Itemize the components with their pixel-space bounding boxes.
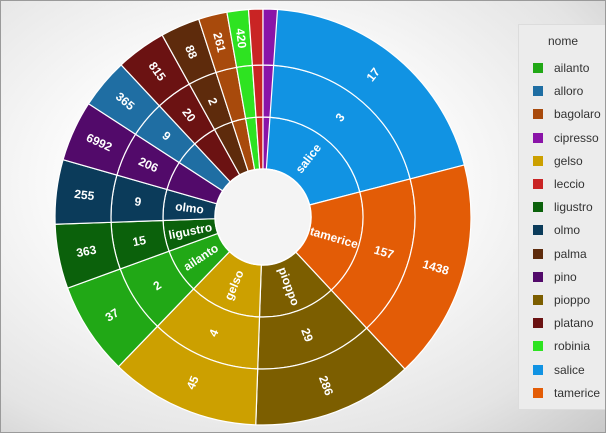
legend-swatch: [533, 179, 543, 189]
legend-item-gelso[interactable]: gelso: [527, 153, 605, 169]
legend-item-leccio[interactable]: leccio: [527, 176, 605, 192]
legend-item-robinia[interactable]: robinia: [527, 338, 605, 354]
label-outer-palma: 88: [182, 43, 200, 61]
legend-swatch: [533, 387, 543, 398]
legend-item-olmo[interactable]: olmo: [527, 222, 605, 238]
legend-swatch: [533, 63, 543, 73]
label-outer-gelso: 45: [184, 374, 202, 392]
label-middle-pioppo: 29: [298, 326, 316, 344]
legend-swatch: [533, 225, 543, 236]
label-outer-bagolaro: 261: [210, 31, 229, 54]
legend-item-cipresso[interactable]: cipresso: [527, 130, 605, 146]
legend-item-pioppo[interactable]: pioppo: [527, 292, 605, 308]
label-outer-ligustro: 363: [75, 243, 98, 261]
segment-outer-cipresso[interactable]: [262, 8, 279, 67]
legend-swatch: [533, 364, 543, 375]
legend-item-tamerice[interactable]: tamerice: [527, 385, 605, 401]
legend-swatch: [533, 109, 543, 120]
legend-label: gelso: [554, 153, 583, 168]
legend-label: pioppo: [554, 293, 591, 307]
legend-label: alloro: [554, 84, 584, 99]
legend-label: platano: [554, 316, 594, 331]
legend-label: bagolaro: [554, 107, 601, 122]
legend-swatch: [533, 155, 543, 166]
legend-label: leccio: [554, 177, 585, 191]
legend-swatch: [533, 248, 543, 259]
legend-item-salice[interactable]: salice: [527, 362, 605, 378]
legend-item-palma[interactable]: palma: [527, 246, 605, 262]
legend-item-platano[interactable]: platano: [527, 315, 605, 331]
legend-item-pino[interactable]: pino: [527, 269, 605, 285]
label-outer-olmo: 255: [74, 187, 96, 203]
label-middle-gelso: 4: [206, 327, 222, 339]
legend-swatch: [533, 341, 543, 352]
legend-label: ligustro: [554, 200, 593, 215]
label-middle-olmo: 9: [134, 194, 143, 209]
legend-label: ailanto: [554, 61, 590, 75]
legend-label: salice: [554, 362, 585, 377]
legend: nome ailanto alloro bagolaro cipresso gelso l…: [518, 24, 605, 410]
legend-label: pino: [554, 269, 577, 284]
legend-swatch: [533, 132, 543, 143]
legend-label: cipresso: [554, 130, 599, 145]
label-outer-pioppo: 286: [316, 374, 336, 398]
label-outer-robinia: 420: [233, 28, 249, 50]
legend-item-ailanto[interactable]: ailanto: [527, 60, 605, 76]
legend-item-alloro[interactable]: alloro: [527, 83, 605, 99]
sunburst-segments: [54, 8, 472, 426]
legend-label: olmo: [554, 223, 581, 238]
legend-swatch: [533, 86, 543, 97]
legend-label: palma: [554, 246, 587, 261]
legend-title: nome: [547, 34, 579, 48]
center-hole: [214, 168, 312, 266]
legend-label: tamerice: [554, 385, 601, 400]
legend-label: robinia: [554, 339, 591, 354]
legend-swatch: [533, 271, 543, 282]
legend-item-bagolaro[interactable]: bagolaro: [527, 106, 605, 122]
legend-item-ligustro[interactable]: ligustro: [527, 199, 605, 215]
label-middle-ligustro: 15: [131, 233, 147, 249]
legend-swatch: [533, 318, 543, 329]
label-inner-olmo: olmo: [174, 199, 204, 216]
label-middle-tamerice: 157: [372, 243, 395, 262]
legend-swatch: [533, 295, 543, 305]
legend-swatch: [533, 202, 543, 213]
